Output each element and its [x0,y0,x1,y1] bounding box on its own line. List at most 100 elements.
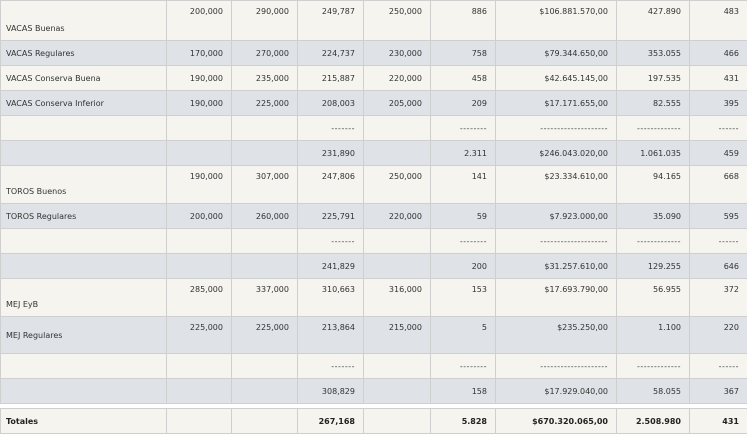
table-row: VACAS Regulares 170,000 270,000 224,737 230,… [0,40,747,66]
col-precio-max-cell: 225,000 [231,316,298,354]
col-cabezas-cell: 141 [430,165,496,204]
col-precio-max-cell: 337,000 [231,278,298,317]
col-moda-cell: 250,000 [363,0,431,41]
col-kilos-cell: ------------- [616,353,690,379]
col-promedio-cell: 231,890 [297,140,364,166]
col-promedio-cell: 241,829 [297,253,364,279]
row-label: VACAS Conserva Inferior [0,90,167,116]
table-row: TOROS Buenos 190,000 307,000 247,806 250,000… [0,165,747,204]
totals-row: Totales 267,168 5.828 $670.320.065,00 2.508.… [0,408,747,434]
col-importe-cell: $23.334.610,00 [495,165,617,204]
total-peso-prom-cell: 431 [689,408,747,434]
col-kilos-cell: 427.890 [616,0,690,41]
col-precio-max-cell [231,140,298,166]
col-promedio-cell: 215,887 [297,65,364,91]
col-kilos-cell: 1.100 [616,316,690,354]
total-precio-max-cell [231,408,298,434]
col-moda-cell: 220,000 [363,203,431,229]
row-label: VACAS Regulares [0,40,167,66]
total-moda-cell [363,408,431,434]
col-peso-prom-cell: 431 [689,65,747,91]
col-kilos-cell: 56.955 [616,278,690,317]
col-precio-max-cell: 260,000 [231,203,298,229]
col-precio-min-cell [166,228,232,254]
col-importe-cell: $17.171.655,00 [495,90,617,116]
col-peso-prom-cell: ------ [689,115,747,141]
col-precio-min-cell: 170,000 [166,40,232,66]
table-row: MEJ EyB 285,000 337,000 310,663 316,000 153 $1… [0,278,747,317]
col-cabezas-cell: 200 [430,253,496,279]
table-row: MEJ Regulares 225,000 225,000 213,864 215,00… [0,316,747,354]
col-precio-min-cell [166,378,232,404]
col-importe-cell: $17.929.040,00 [495,378,617,404]
row-label: MEJ EyB [0,278,167,317]
col-moda-cell: 250,000 [363,165,431,204]
total-promedio-cell: 267,168 [297,408,364,434]
col-promedio-cell: 308,829 [297,378,364,404]
col-cabezas-cell: -------- [430,228,496,254]
col-moda-cell: 230,000 [363,40,431,66]
col-moda-cell [363,378,431,404]
col-peso-prom-cell: 595 [689,203,747,229]
row-label: VACAS Conserva Buena [0,65,167,91]
col-kilos-cell: 35.090 [616,203,690,229]
row-label [0,378,167,404]
col-importe-cell: $246.043.020,00 [495,140,617,166]
table-row: VACAS Conserva Inferior 190,000 225,000 208… [0,90,747,116]
col-promedio-cell: ------- [297,115,364,141]
col-promedio-cell: 213,864 [297,316,364,354]
col-precio-min-cell [166,253,232,279]
table-row: ------- -------- -------------------- -----… [0,115,747,141]
col-precio-max-cell: 235,000 [231,65,298,91]
col-peso-prom-cell: 220 [689,316,747,354]
col-precio-max-cell [231,253,298,279]
col-promedio-cell: 247,806 [297,165,364,204]
row-label: MEJ Regulares [0,316,167,354]
col-moda-cell [363,228,431,254]
col-kilos-cell: 353.055 [616,40,690,66]
col-cabezas-cell: 158 [430,378,496,404]
col-precio-min-cell: 190,000 [166,165,232,204]
col-precio-max-cell: 270,000 [231,40,298,66]
row-label [0,353,167,379]
col-precio-min-cell [166,115,232,141]
col-kilos-cell: 197.535 [616,65,690,91]
col-importe-cell: -------------------- [495,353,617,379]
col-peso-prom-cell: ------ [689,353,747,379]
col-kilos-cell: 129.255 [616,253,690,279]
col-precio-min-cell: 225,000 [166,316,232,354]
table-row: ------- -------- -------------------- -----… [0,353,747,379]
table-row: VACAS Conserva Buena 190,000 235,000 215,88… [0,65,747,91]
col-precio-min-cell [166,140,232,166]
col-importe-cell: $79.344.650,00 [495,40,617,66]
total-cabezas-cell: 5.828 [430,408,496,434]
col-peso-prom-cell: 646 [689,253,747,279]
total-kilos-cell: 2.508.980 [616,408,690,434]
table-row: 241,829 200 $31.257.610,00 129.255 646 [0,253,747,279]
col-promedio-cell: 249,787 [297,0,364,41]
col-precio-min-cell: 200,000 [166,203,232,229]
col-peso-prom-cell: 459 [689,140,747,166]
row-label: TOROS Regulares [0,203,167,229]
col-importe-cell: $31.257.610,00 [495,253,617,279]
row-label [0,228,167,254]
col-promedio-cell: 310,663 [297,278,364,317]
col-precio-min-cell: 285,000 [166,278,232,317]
col-moda-cell [363,115,431,141]
col-cabezas-cell: 153 [430,278,496,317]
col-peso-prom-cell: 466 [689,40,747,66]
col-moda-cell: 316,000 [363,278,431,317]
col-precio-max-cell: 290,000 [231,0,298,41]
col-precio-max-cell [231,353,298,379]
col-cabezas-cell: -------- [430,115,496,141]
col-precio-min-cell: 190,000 [166,90,232,116]
col-promedio-cell: ------- [297,353,364,379]
col-moda-cell [363,353,431,379]
col-peso-prom-cell: 367 [689,378,747,404]
col-promedio-cell: 208,003 [297,90,364,116]
col-precio-max-cell [231,228,298,254]
col-kilos-cell: 1.061.035 [616,140,690,166]
col-importe-cell: -------------------- [495,228,617,254]
